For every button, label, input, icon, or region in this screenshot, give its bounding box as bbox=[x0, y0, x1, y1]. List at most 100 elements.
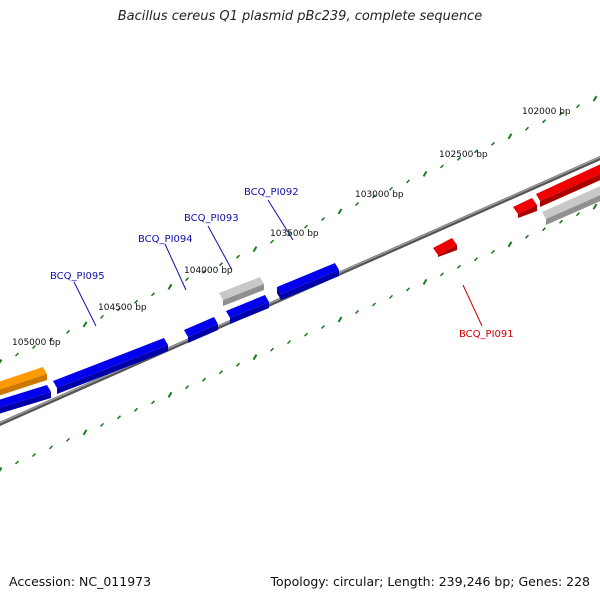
tick-mark bbox=[507, 133, 513, 140]
leader-BCQ_PI094 bbox=[164, 243, 187, 291]
gene-BCQ_PI095[interactable] bbox=[53, 338, 168, 394]
leader-BCQ_PI093 bbox=[207, 225, 233, 271]
tick-mark bbox=[150, 400, 156, 405]
tick-mark bbox=[320, 216, 326, 222]
gene-label-BCQ_PI091[interactable]: BCQ_PI091 bbox=[459, 329, 514, 340]
tick-mark bbox=[286, 340, 292, 345]
tick-mark bbox=[524, 234, 530, 239]
tick-mark bbox=[201, 377, 207, 382]
position-label-104500: 104500 bp bbox=[98, 303, 147, 313]
tick-mark bbox=[575, 104, 581, 109]
tick-mark bbox=[371, 302, 377, 307]
tick-mark bbox=[541, 227, 547, 232]
tick-mark bbox=[337, 208, 343, 215]
position-label-102500: 102500 bp bbox=[439, 150, 488, 160]
map-title: Bacillus cereus Q1 plasmid pBc239, compl… bbox=[117, 9, 483, 24]
tick-mark bbox=[422, 278, 428, 285]
gene-orange[interactable] bbox=[0, 367, 47, 397]
tick-mark bbox=[592, 203, 598, 210]
tick-mark bbox=[65, 329, 71, 334]
tick-mark bbox=[133, 407, 139, 412]
gene-label-BCQ_PI093[interactable]: BCQ_PI093 bbox=[184, 213, 239, 224]
tick-mark bbox=[303, 332, 309, 337]
position-label-104000: 104000 bp bbox=[184, 266, 233, 276]
tick-mark bbox=[218, 370, 224, 375]
tick-mark bbox=[0, 466, 3, 472]
position-label-102000: 102000 bp bbox=[522, 107, 571, 117]
tick-mark bbox=[558, 219, 564, 224]
tick-mark bbox=[99, 314, 105, 319]
position-label-103000: 103000 bp bbox=[355, 190, 404, 200]
tick-mark bbox=[184, 277, 190, 282]
tick-mark bbox=[269, 239, 275, 244]
tick-mark bbox=[456, 156, 462, 161]
tick-mark bbox=[439, 272, 445, 277]
tick-mark bbox=[14, 460, 20, 465]
tick-mark bbox=[201, 269, 207, 274]
tick-mark bbox=[422, 170, 428, 177]
tick-mark bbox=[371, 194, 377, 199]
gene-label-BCQ_PI092[interactable]: BCQ_PI092 bbox=[244, 187, 299, 198]
tick-mark bbox=[31, 344, 37, 350]
tick-mark bbox=[99, 422, 105, 427]
gene-blue-left[interactable] bbox=[0, 385, 51, 415]
tick-mark bbox=[48, 337, 54, 342]
tick-mark bbox=[405, 287, 411, 292]
outer-tick-row bbox=[0, 95, 598, 364]
tick-mark bbox=[82, 321, 88, 328]
tick-mark bbox=[558, 111, 564, 116]
leader-BCQ_PI092 bbox=[267, 199, 294, 241]
tick-mark bbox=[235, 254, 241, 259]
tick-mark bbox=[388, 186, 394, 191]
gene-BCQ_PI094[interactable] bbox=[184, 317, 218, 343]
tick-mark bbox=[592, 95, 598, 102]
tick-mark bbox=[524, 126, 530, 131]
tick-mark bbox=[167, 391, 173, 398]
tick-mark bbox=[490, 249, 496, 254]
gene-BCQ_PI091[interactable] bbox=[433, 238, 457, 257]
tick-mark bbox=[0, 358, 3, 364]
tick-mark bbox=[65, 437, 71, 442]
tick-mark bbox=[235, 362, 241, 367]
gene-BCQ_PI093-blue[interactable] bbox=[226, 295, 269, 324]
tick-mark bbox=[252, 354, 258, 361]
gene-BCQ_PI093[interactable] bbox=[219, 277, 264, 306]
tick-mark bbox=[320, 324, 326, 330]
tick-mark bbox=[507, 241, 513, 248]
gene-gray-right[interactable] bbox=[542, 184, 600, 225]
position-label-105000: 105000 bp bbox=[12, 338, 61, 348]
tick-mark bbox=[303, 224, 309, 229]
tick-mark bbox=[269, 347, 275, 352]
tick-mark bbox=[405, 179, 411, 184]
tick-mark bbox=[354, 309, 360, 315]
tick-mark bbox=[490, 141, 496, 146]
tick-mark bbox=[439, 164, 445, 169]
inner-tick-row bbox=[0, 203, 598, 472]
tick-mark bbox=[14, 352, 20, 357]
tick-mark bbox=[473, 257, 479, 262]
tick-mark bbox=[218, 262, 224, 267]
tick-mark bbox=[167, 283, 173, 290]
sequence-summary-text: Topology: circular; Length: 239,246 bp; … bbox=[270, 574, 591, 589]
accession-text: Accession: NC_011973 bbox=[9, 574, 152, 589]
tick-mark bbox=[575, 212, 581, 217]
tick-mark bbox=[388, 294, 394, 299]
gene-BCQ_PI092[interactable] bbox=[277, 263, 339, 300]
gene-label-BCQ_PI095[interactable]: BCQ_PI095 bbox=[50, 271, 105, 282]
tick-mark bbox=[116, 415, 122, 420]
gene-red-small[interactable] bbox=[513, 198, 537, 218]
tick-mark bbox=[541, 119, 547, 124]
tick-mark bbox=[150, 292, 156, 297]
tick-mark bbox=[184, 385, 190, 390]
gene-label-BCQ_PI094[interactable]: BCQ_PI094 bbox=[138, 234, 193, 245]
tick-mark bbox=[116, 307, 122, 312]
tick-mark bbox=[82, 429, 88, 436]
gene-red-large[interactable] bbox=[536, 162, 600, 207]
tick-mark bbox=[354, 201, 360, 207]
tick-mark bbox=[48, 445, 54, 450]
tick-mark bbox=[456, 264, 462, 269]
tick-mark bbox=[473, 149, 479, 154]
tick-mark bbox=[252, 246, 258, 253]
